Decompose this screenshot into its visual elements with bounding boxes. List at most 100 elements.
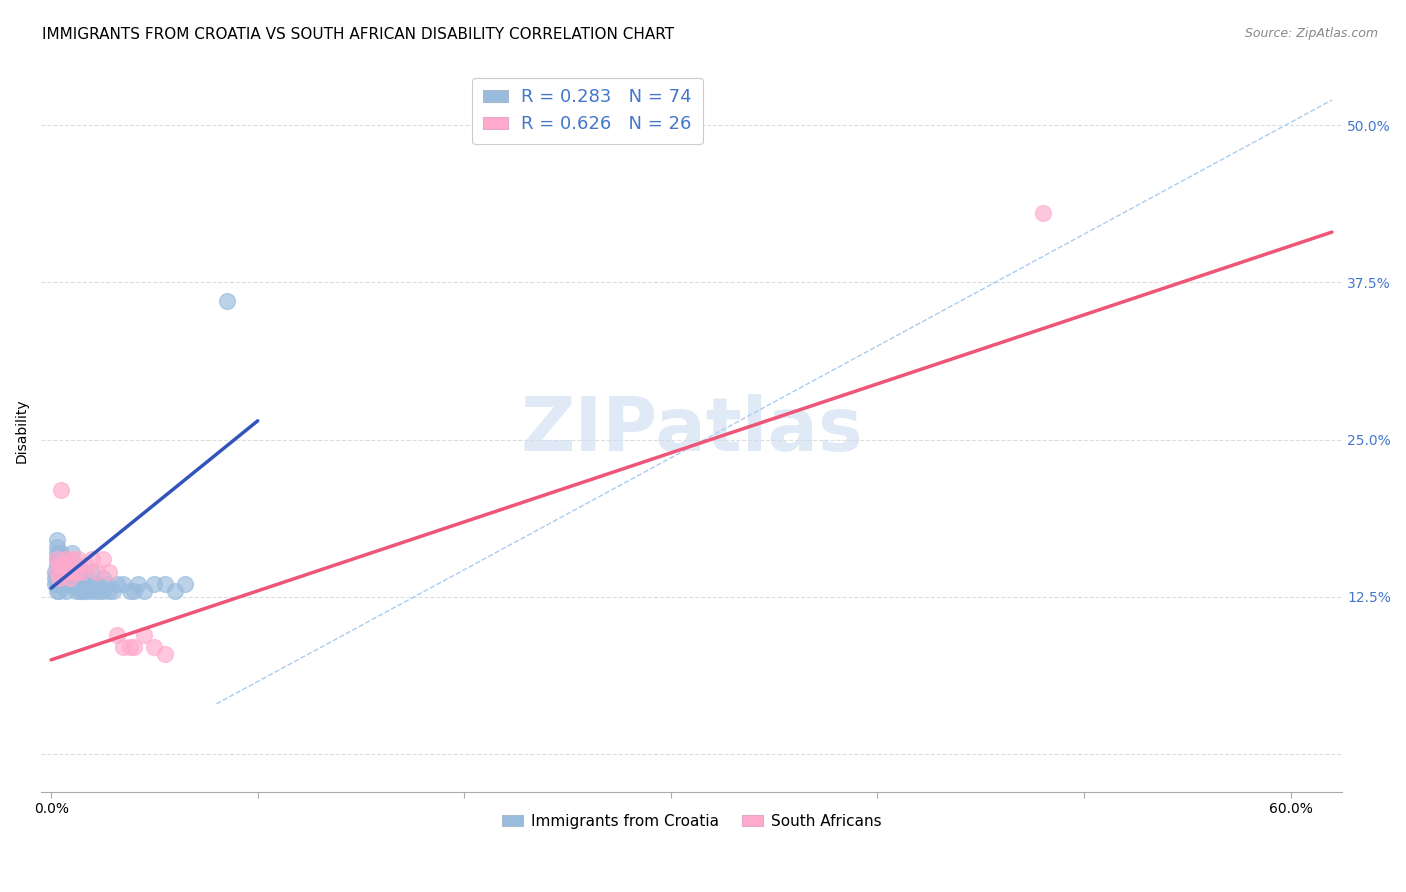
Point <box>60 571 83 585</box>
Point <box>82 552 104 566</box>
Point <box>143 640 166 655</box>
Point <box>118 583 141 598</box>
Point <box>153 647 176 661</box>
Point <box>98 583 121 598</box>
Point <box>65 565 87 579</box>
Point <box>82 577 104 591</box>
Point <box>52 571 75 585</box>
Point <box>48 583 70 598</box>
Y-axis label: Disability: Disability <box>15 398 30 463</box>
Point <box>59 571 82 585</box>
Point <box>60 552 83 566</box>
Point <box>46 552 69 566</box>
Point <box>91 583 114 598</box>
Point <box>56 565 79 579</box>
Point <box>55 552 77 566</box>
Point <box>70 571 93 585</box>
Point <box>51 483 73 497</box>
Point <box>66 552 89 566</box>
Point <box>105 628 128 642</box>
Point <box>48 571 70 585</box>
Point <box>165 583 187 598</box>
Point <box>122 640 145 655</box>
Point <box>48 558 70 573</box>
Point <box>48 565 70 579</box>
Point <box>46 546 69 560</box>
Point <box>46 565 69 579</box>
Point <box>48 546 70 560</box>
Point <box>75 558 97 573</box>
Point <box>48 571 70 585</box>
Point <box>51 571 73 585</box>
Point <box>48 552 70 566</box>
Point <box>127 577 149 591</box>
Point <box>91 552 114 566</box>
Point <box>46 540 69 554</box>
Point <box>96 577 118 591</box>
Point <box>52 552 75 566</box>
Point <box>75 583 97 598</box>
Point <box>52 558 75 573</box>
Text: ZIPatlas: ZIPatlas <box>520 393 863 467</box>
Point <box>60 577 83 591</box>
Point <box>46 577 69 591</box>
Point <box>65 571 87 585</box>
Point <box>132 628 155 642</box>
Point <box>59 577 82 591</box>
Point <box>48 577 70 591</box>
Point <box>122 583 145 598</box>
Point <box>44 565 66 579</box>
Point <box>60 558 83 573</box>
Point <box>46 583 69 598</box>
Point <box>59 565 82 579</box>
Point <box>101 583 124 598</box>
Point <box>56 558 79 573</box>
Text: IMMIGRANTS FROM CROATIA VS SOUTH AFRICAN DISABILITY CORRELATION CHART: IMMIGRANTS FROM CROATIA VS SOUTH AFRICAN… <box>42 27 675 42</box>
Point <box>51 558 73 573</box>
Point <box>46 571 69 585</box>
Point <box>105 577 128 591</box>
Point <box>66 565 89 579</box>
Point <box>86 577 108 591</box>
Point <box>46 565 69 579</box>
Point <box>112 640 135 655</box>
Point <box>77 577 100 591</box>
Point <box>44 577 66 591</box>
Point <box>55 571 77 585</box>
Point <box>112 577 135 591</box>
Point <box>143 577 166 591</box>
Point <box>174 577 197 591</box>
Point <box>69 583 91 598</box>
Point <box>153 577 176 591</box>
Point <box>52 565 75 579</box>
Text: Source: ZipAtlas.com: Source: ZipAtlas.com <box>1244 27 1378 40</box>
Point <box>56 571 79 585</box>
Point <box>79 583 101 598</box>
Point <box>46 558 69 573</box>
Point <box>215 294 238 309</box>
Point <box>118 640 141 655</box>
Point <box>65 583 87 598</box>
Point <box>86 565 108 579</box>
Point <box>132 583 155 598</box>
Point <box>51 546 73 560</box>
Point <box>75 571 97 585</box>
Point <box>56 577 79 591</box>
Point <box>55 552 77 566</box>
Point <box>1032 206 1054 220</box>
Point <box>87 583 110 598</box>
Point <box>52 577 75 591</box>
Point <box>73 577 96 591</box>
Point <box>91 571 114 585</box>
Point <box>98 565 121 579</box>
Point <box>60 546 83 560</box>
Point <box>46 533 69 548</box>
Point <box>55 583 77 598</box>
Point <box>70 565 93 579</box>
Point <box>82 565 104 579</box>
Legend: Immigrants from Croatia, South Africans: Immigrants from Croatia, South Africans <box>496 808 887 835</box>
Point <box>70 583 93 598</box>
Point <box>44 571 66 585</box>
Point <box>73 565 96 579</box>
Point <box>51 565 73 579</box>
